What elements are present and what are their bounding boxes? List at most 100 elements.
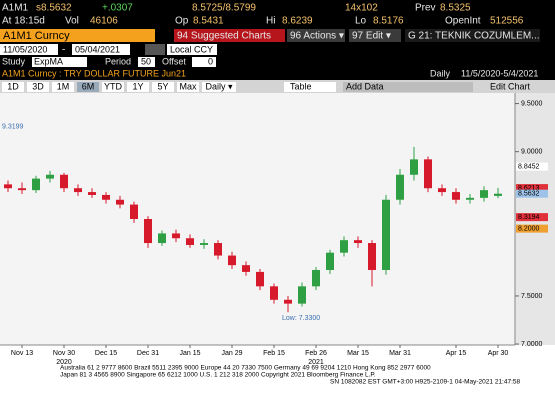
- prev-label: Prev: [415, 3, 436, 14]
- candle-body: [354, 240, 362, 244]
- period-button-label[interactable]: 1D: [7, 81, 19, 91]
- annotation: Low: 7.3300: [282, 315, 320, 322]
- page-button[interactable]: [405, 29, 540, 42]
- candle-body: [102, 194, 110, 200]
- end-date-box[interactable]: [72, 44, 130, 55]
- candle-body: [382, 199, 390, 270]
- period-button-label[interactable]: Max: [179, 81, 197, 91]
- candle-body: [480, 190, 488, 198]
- period-button[interactable]: [102, 82, 124, 92]
- suggested-button[interactable]: [174, 29, 285, 42]
- x-tick-label: Nov 13: [11, 350, 33, 357]
- candle-body: [116, 199, 124, 205]
- candle-body: [284, 299, 292, 304]
- candle-body: [172, 233, 180, 239]
- candle-body: [424, 159, 432, 189]
- y-tick-label: 7.5000: [521, 293, 543, 300]
- offset-box[interactable]: [192, 57, 216, 67]
- period-button[interactable]: [127, 82, 149, 92]
- candle-body: [438, 188, 446, 193]
- suggested[interactable]: 94 Suggested Charts: [177, 31, 271, 42]
- period-button-label[interactable]: YTD: [104, 81, 123, 91]
- candle-body: [410, 159, 418, 175]
- ticker: A1M1: [2, 3, 29, 14]
- vol: 46106: [90, 16, 118, 27]
- add-data[interactable]: Add Data: [346, 81, 384, 91]
- x-tick-label: Feb 26: [305, 350, 327, 357]
- period-button[interactable]: [152, 82, 174, 92]
- security[interactable]: A1M1 Curncy: [3, 30, 70, 42]
- candle-body: [130, 204, 138, 219]
- x-tick-label: Dec 31: [137, 350, 159, 357]
- period-button[interactable]: [202, 82, 236, 92]
- candle-body: [74, 188, 82, 193]
- year-label: 2020: [56, 359, 72, 366]
- price-label: 8.8452: [518, 163, 540, 170]
- period-button-label[interactable]: 5Y: [157, 81, 168, 91]
- price-label: 8.5632: [518, 191, 540, 198]
- period-button[interactable]: [177, 82, 199, 92]
- change: +.0307: [102, 3, 133, 14]
- candle-body: [368, 243, 376, 270]
- actions-button[interactable]: [287, 29, 345, 42]
- security-box[interactable]: [0, 29, 155, 42]
- period-button-label[interactable]: 1M: [57, 81, 70, 91]
- period[interactable]: 50: [141, 56, 151, 66]
- end-date[interactable]: 05/04/2021: [75, 44, 120, 54]
- period-button[interactable]: [2, 82, 24, 92]
- period-button-label[interactable]: 3D: [32, 81, 44, 91]
- candle-body: [186, 238, 194, 245]
- candle-body: [18, 188, 26, 191]
- calendar-icon[interactable]: [145, 44, 165, 55]
- table[interactable]: Table: [290, 81, 312, 91]
- prev: 8.5325: [440, 3, 471, 14]
- price-label-box: [516, 189, 548, 198]
- period-button[interactable]: [27, 82, 49, 92]
- x-tick-label: Nov 30: [53, 350, 75, 357]
- footer-line: Australia 61 2 9777 8600 Brazil 5511 239…: [60, 365, 431, 372]
- candle-body: [452, 192, 460, 200]
- candle-body: [494, 193, 502, 196]
- lo: 8.5176: [373, 16, 404, 27]
- actions[interactable]: 96 Actions ▾: [290, 31, 344, 42]
- period-button[interactable]: [77, 82, 99, 92]
- edit-chart[interactable]: Edit Chart: [490, 81, 531, 91]
- period-button[interactable]: [52, 82, 74, 92]
- table-button[interactable]: [284, 82, 336, 92]
- candle-body: [88, 192, 96, 195]
- x-tick-label: Feb 15: [263, 350, 285, 357]
- currency-box[interactable]: [167, 44, 217, 55]
- add-data-box[interactable]: [343, 82, 473, 92]
- chart-title: A1M1 Curncy : TRY DOLLAR FUTURE Jun21: [2, 68, 186, 78]
- edit[interactable]: 97 Edit ▾: [352, 31, 391, 42]
- period-box[interactable]: [138, 57, 155, 67]
- start-date-box[interactable]: [0, 44, 58, 55]
- price-label-box: [516, 162, 548, 171]
- x-tick-label: Mar 15: [347, 350, 369, 357]
- start-date[interactable]: 11/05/2020: [3, 44, 47, 54]
- y-tick-label: 9.0000: [521, 149, 543, 156]
- period-button-label[interactable]: 6M: [82, 81, 95, 91]
- candle-body: [32, 178, 40, 191]
- study-box[interactable]: [32, 57, 87, 67]
- footer-line: SN 1082082 EST GMT+3:00 H925-2109-1 04-M…: [330, 379, 521, 386]
- edit-button[interactable]: [349, 29, 401, 42]
- period-button-label[interactable]: Daily ▾: [205, 81, 233, 91]
- plot-area: [0, 93, 515, 345]
- currency[interactable]: Local CCY: [170, 44, 213, 54]
- candle-body: [228, 255, 236, 266]
- period-label: Period: [105, 56, 131, 66]
- offset[interactable]: 0: [208, 56, 213, 66]
- candle-body: [4, 184, 12, 189]
- period-button-label[interactable]: 1Y: [132, 81, 143, 91]
- price-label-box: [516, 224, 548, 233]
- candle-body: [270, 286, 278, 300]
- study-name[interactable]: ExpMA: [34, 56, 63, 66]
- date-sep: -: [62, 45, 65, 56]
- x-tick-label: Jan 15: [179, 350, 200, 357]
- time: At 18:15d: [2, 16, 45, 27]
- candle-body: [46, 174, 54, 179]
- page-title[interactable]: G 21: TEKNIK COZUMLEM...: [408, 31, 540, 42]
- candle-body: [312, 269, 320, 287]
- candle-body: [340, 240, 348, 253]
